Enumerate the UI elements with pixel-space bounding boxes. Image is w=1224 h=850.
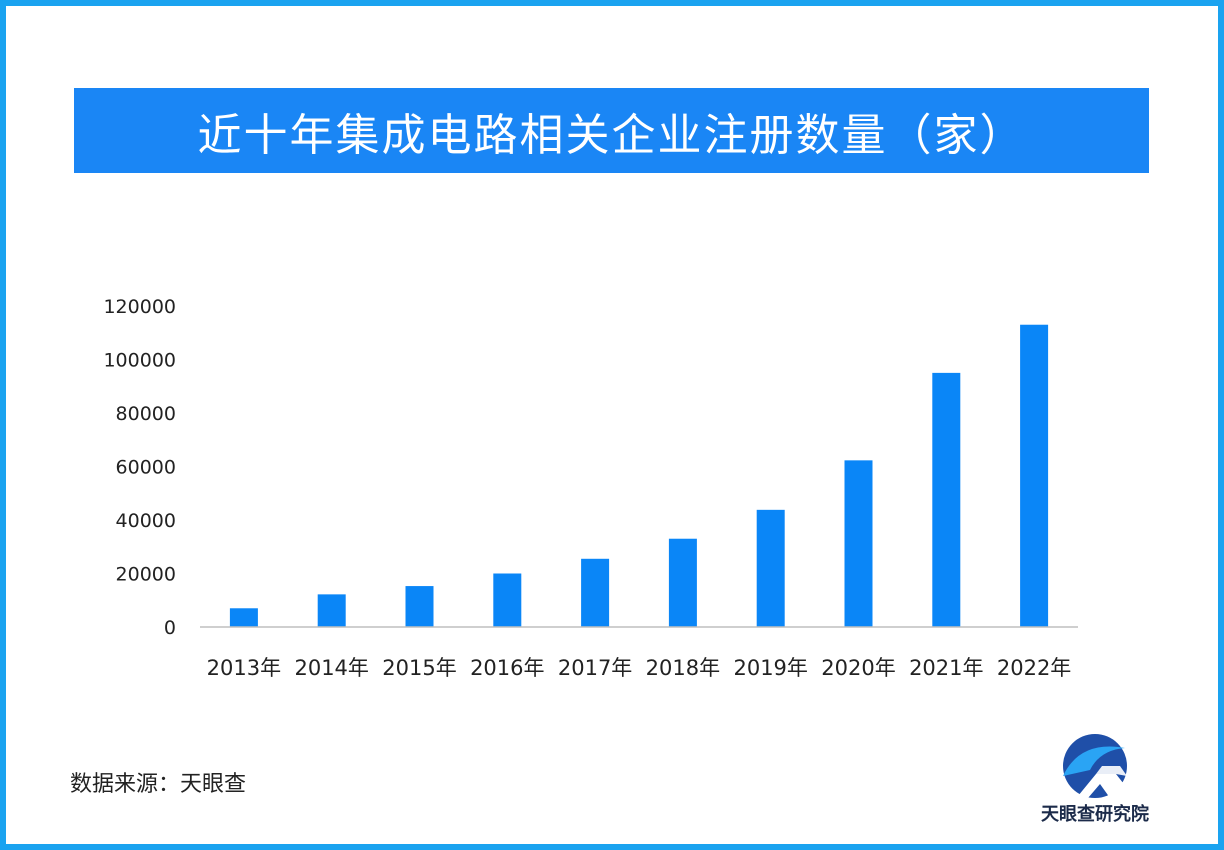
x-tick-label: 2016年 <box>470 656 544 680</box>
bar <box>756 509 785 627</box>
y-tick-label: 20000 <box>116 564 176 586</box>
bar <box>229 608 258 627</box>
data-source: 数据来源：天眼查 <box>70 772 247 797</box>
y-tick-label: 0 <box>164 617 176 639</box>
bar <box>317 594 346 627</box>
x-tick-label: 2013年 <box>207 656 281 680</box>
bar <box>844 460 873 627</box>
title-banner: 近十年集成电路相关企业注册数量（家） <box>74 88 1149 173</box>
x-tick-label: 2022年 <box>997 656 1071 680</box>
bar <box>581 558 610 627</box>
y-tick-label: 120000 <box>103 296 176 318</box>
bar <box>932 372 961 627</box>
x-tick-label: 2018年 <box>646 656 720 680</box>
x-tick-label: 2014年 <box>294 656 368 680</box>
x-tick-label: 2017年 <box>558 656 632 680</box>
y-tick-label: 60000 <box>116 457 176 479</box>
bar <box>405 586 434 627</box>
y-tick-label: 100000 <box>103 350 176 372</box>
chart-title: 近十年集成电路相关企业注册数量（家） <box>197 109 1026 161</box>
x-tick-label: 2015年 <box>382 656 456 680</box>
x-tick-label: 2019年 <box>733 656 807 680</box>
y-tick-label: 40000 <box>116 510 176 532</box>
tianyancha-logo: 天眼查研究院 <box>1030 730 1160 830</box>
bar <box>1020 324 1049 627</box>
tianyancha-logo-icon <box>1063 734 1127 798</box>
logo-text: 天眼查研究院 <box>1041 804 1149 825</box>
bar <box>668 538 697 627</box>
x-tick-label: 2020年 <box>821 656 895 680</box>
bar <box>493 573 522 627</box>
x-tick-label: 2021年 <box>909 656 983 680</box>
y-tick-label: 80000 <box>116 403 176 425</box>
